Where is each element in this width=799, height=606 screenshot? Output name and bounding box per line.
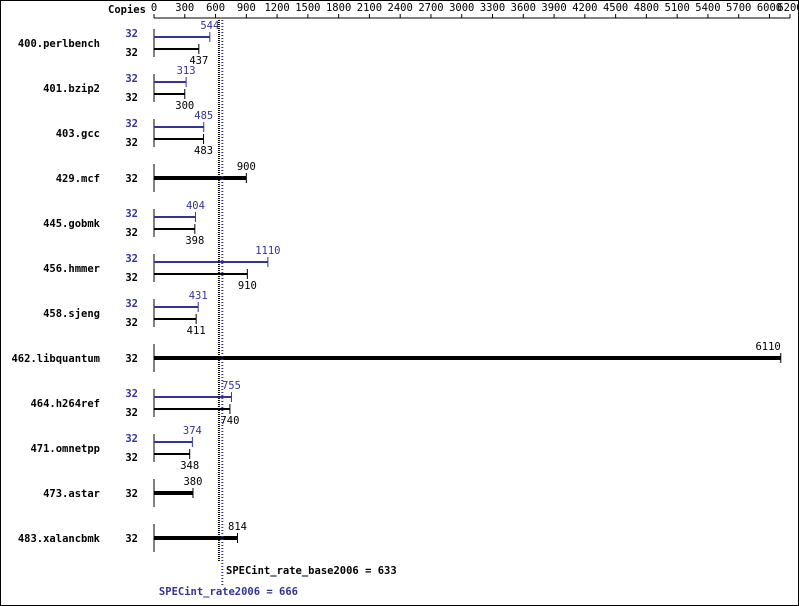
value-label: 755 xyxy=(222,380,241,392)
value-label: 485 xyxy=(194,110,213,122)
x-tick-label: 2100 xyxy=(357,2,382,14)
x-tick-label: 0 xyxy=(151,2,157,14)
x-tick-label: 300 xyxy=(175,2,194,14)
copies-value: 32 xyxy=(125,353,138,365)
x-tick-label: 6200 xyxy=(777,2,799,14)
x-tick-label: 5100 xyxy=(665,2,690,14)
x-tick-label: 4200 xyxy=(572,2,597,14)
copies-value: 32 xyxy=(125,253,138,265)
value-label: 6110 xyxy=(755,341,780,353)
copies-value: 32 xyxy=(125,227,138,239)
value-label: 740 xyxy=(220,415,239,427)
benchmark-name: 471.omnetpp xyxy=(30,443,100,455)
x-tick-label: 900 xyxy=(237,2,256,14)
x-tick-label: 1800 xyxy=(326,2,351,14)
copies-value: 32 xyxy=(125,433,138,445)
benchmark-name: 462.libquantum xyxy=(11,353,100,365)
value-label: 910 xyxy=(238,280,257,292)
value-label: 398 xyxy=(185,235,204,247)
copies-value: 32 xyxy=(125,28,138,40)
x-tick-label: 600 xyxy=(206,2,225,14)
benchmark-name: 401.bzip2 xyxy=(43,83,100,95)
value-label: 483 xyxy=(194,145,213,157)
copies-value: 32 xyxy=(125,452,138,464)
value-label: 348 xyxy=(180,460,199,472)
copies-value: 32 xyxy=(125,173,138,185)
value-label: 544 xyxy=(200,20,219,32)
x-tick-label: 3900 xyxy=(541,2,566,14)
copies-value: 32 xyxy=(125,137,138,149)
x-tick-label: 3600 xyxy=(511,2,536,14)
copies-value: 32 xyxy=(125,317,138,329)
value-label: 313 xyxy=(177,65,196,77)
copies-value: 32 xyxy=(125,407,138,419)
x-tick-label: 4500 xyxy=(603,2,628,14)
x-tick-label: 6000 xyxy=(757,2,782,14)
copies-value: 32 xyxy=(125,92,138,104)
x-tick-label: 5700 xyxy=(726,2,751,14)
copies-value: 32 xyxy=(125,208,138,220)
copies-value: 32 xyxy=(125,47,138,59)
copies-value: 32 xyxy=(125,272,138,284)
value-label: 374 xyxy=(183,425,202,437)
x-tick-label: 2700 xyxy=(418,2,443,14)
value-label: 431 xyxy=(189,290,208,302)
benchmark-name: 456.hmmer xyxy=(43,263,100,275)
copies-value: 32 xyxy=(125,298,138,310)
value-label: 411 xyxy=(187,325,206,337)
benchmark-name: 464.h264ref xyxy=(30,398,100,410)
x-tick-label: 3300 xyxy=(480,2,505,14)
benchmark-name: 445.gobmk xyxy=(43,218,101,230)
benchmark-name: 473.astar xyxy=(43,488,100,500)
copies-value: 32 xyxy=(125,118,138,130)
x-tick-label: 1200 xyxy=(264,2,289,14)
value-label: 1110 xyxy=(255,245,280,257)
x-tick-label: 3000 xyxy=(449,2,474,14)
x-tick-label: 4800 xyxy=(634,2,659,14)
x-tick-label: 2400 xyxy=(388,2,413,14)
copies-value: 32 xyxy=(125,488,138,500)
benchmark-name: 458.sjeng xyxy=(43,308,100,320)
value-label: 437 xyxy=(189,55,208,67)
benchmark-name: 429.mcf xyxy=(56,173,100,185)
benchmark-name: 403.gcc xyxy=(56,128,100,140)
value-label: 380 xyxy=(183,476,202,488)
copies-value: 32 xyxy=(125,73,138,85)
copies-value: 32 xyxy=(125,388,138,400)
benchmark-name: 483.xalancbmk xyxy=(18,533,101,545)
x-tick-label: 5400 xyxy=(695,2,720,14)
value-label: 300 xyxy=(175,100,194,112)
benchmark-name: 400.perlbench xyxy=(18,38,100,50)
peak-metric-label: SPECint_rate2006 = 666 xyxy=(159,586,298,598)
value-label: 900 xyxy=(237,161,256,173)
copies-value: 32 xyxy=(125,533,138,545)
value-label: 814 xyxy=(228,521,247,533)
x-tick-label: 1500 xyxy=(295,2,320,14)
value-label: 404 xyxy=(186,200,205,212)
base-metric-label: SPECint_rate_base2006 = 633 xyxy=(226,565,397,577)
copies-header: Copies xyxy=(108,4,146,16)
